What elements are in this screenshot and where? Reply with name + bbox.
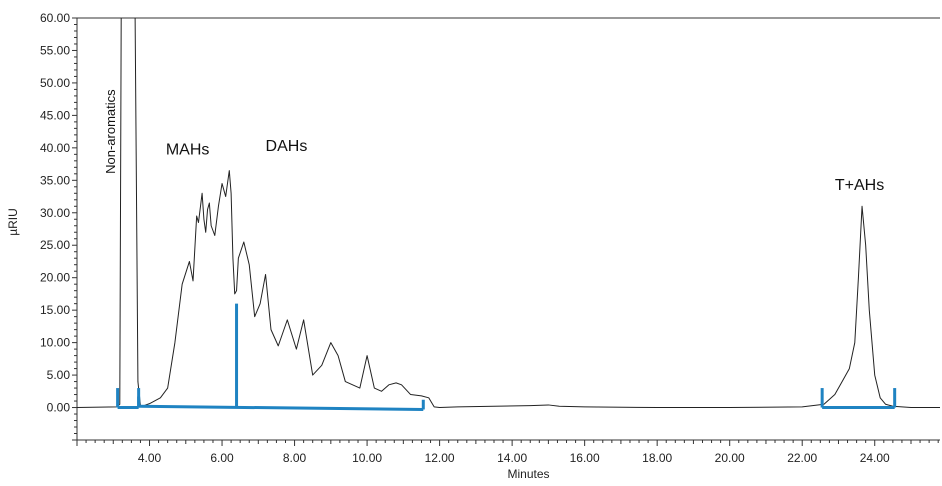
x-tick-label: 20.00 <box>715 451 745 465</box>
peak-label: T+AHs <box>835 177 884 194</box>
integration-markers <box>116 303 897 411</box>
x-tick-label: 14.00 <box>497 451 527 465</box>
x-axis-title: Minutes <box>507 467 549 481</box>
peak-annotations: Non-aromatics MAHs DAHs T+AHs <box>103 89 884 194</box>
y-tick-label: 35.00 <box>40 173 70 187</box>
x-tick-label: 18.00 <box>642 451 672 465</box>
integration-baseline <box>138 404 424 411</box>
y-axis-ticks: 0.00 5.00 10.00 15.00 20.00 25.00 30.00 35.00 40… <box>40 11 77 441</box>
x-axis-ticks: 4.00 6.00 8.00 10.00 12.00 14.00 16.00 18.00 20.… <box>76 440 939 465</box>
integration-marker <box>820 388 897 410</box>
y-tick-label: 20.00 <box>40 271 70 285</box>
peak-label: MAHs <box>166 141 210 158</box>
x-tick-label: 8.00 <box>283 451 307 465</box>
x-tick-label: 4.00 <box>138 451 162 465</box>
chromatogram-trace <box>77 18 940 409</box>
x-tick-label: 6.00 <box>210 451 234 465</box>
y-tick-label: 45.00 <box>40 108 70 122</box>
x-tick-label: 22.00 <box>787 451 817 465</box>
peak-label: Non-aromatics <box>103 89 118 174</box>
y-tick-label: 40.00 <box>40 141 70 155</box>
x-tick-label: 16.00 <box>570 451 600 465</box>
y-tick-label: 0.00 <box>47 401 71 415</box>
y-axis-title: µRIU <box>6 208 20 236</box>
x-tick-label: 10.00 <box>352 451 382 465</box>
y-tick-label: 60.00 <box>40 11 70 25</box>
integration-marker <box>116 388 141 410</box>
y-tick-label: 50.00 <box>40 76 70 90</box>
x-tick-label: 24.00 <box>860 451 890 465</box>
y-tick-label: 10.00 <box>40 336 70 350</box>
y-tick-label: 15.00 <box>40 303 70 317</box>
y-tick-label: 55.00 <box>40 43 70 57</box>
y-tick-label: 30.00 <box>40 206 70 220</box>
y-tick-label: 5.00 <box>47 368 71 382</box>
plot-frame <box>76 17 940 441</box>
integration-marker <box>137 303 425 411</box>
peak-label: DAHs <box>266 138 308 155</box>
series-layer <box>77 18 940 409</box>
x-tick-label: 12.00 <box>425 451 455 465</box>
y-tick-label: 25.00 <box>40 238 70 252</box>
